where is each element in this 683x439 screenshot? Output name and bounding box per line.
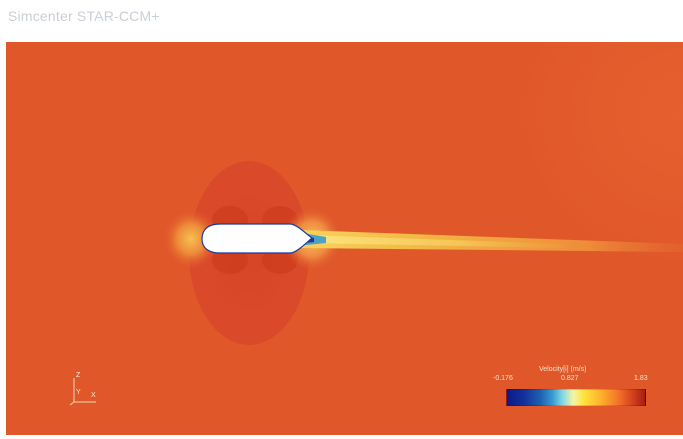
legend-mid-label: 0.827: [561, 375, 579, 382]
y-axis-label: Y: [76, 389, 81, 396]
bow-stagnation-halo: [163, 209, 219, 269]
scene-viewport[interactable]: Z Y X Velocity[i] (m/s) -0.176 0.827 1.8…: [6, 42, 683, 435]
app-title: Simcenter STAR-CCM+: [8, 8, 160, 24]
wake-core: [306, 235, 566, 248]
velocity-contour-plot: [163, 161, 683, 345]
legend-max-label: 1.83: [634, 375, 648, 382]
legend-title: Velocity[i] (m/s): [539, 366, 587, 373]
x-axis-label: X: [91, 392, 96, 399]
ship-hull[interactable]: [201, 223, 313, 254]
wake-plume: [302, 230, 683, 252]
axes-triad-arrows: [69, 378, 96, 406]
z-axis-label: Z: [76, 372, 81, 379]
axes-triad: Z Y X: [64, 372, 104, 406]
legend-color-bar: [506, 389, 646, 406]
legend-min-label: -0.176: [493, 375, 513, 382]
